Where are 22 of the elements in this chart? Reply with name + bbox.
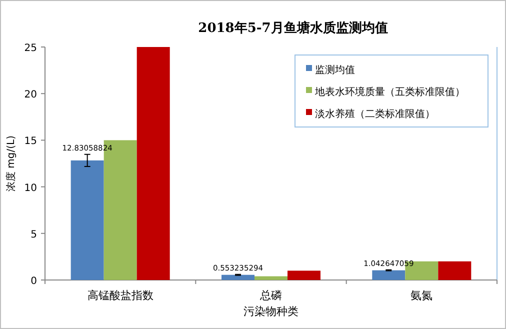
legend-label: 监测均值: [315, 64, 355, 76]
y-tick-label: 20: [24, 90, 37, 101]
bar: [136, 47, 170, 280]
bar: [222, 274, 254, 280]
bar: [372, 270, 406, 280]
chart-title: 2018年5-7月鱼塘水质监测均值: [198, 20, 388, 36]
bar: [70, 160, 104, 280]
y-tick-label: 15: [24, 136, 37, 148]
legend-label: 地表水环境质量（五类标准限值）: [314, 86, 465, 98]
bar: [438, 261, 472, 280]
bar: [254, 276, 288, 280]
x-tick-label: 高锰酸盐指数: [87, 289, 154, 302]
y-tick-label: 25: [24, 43, 37, 54]
x-axis-title: 污染物种类: [244, 305, 298, 318]
legend-label: 淡水养殖（二类标准限值）: [315, 108, 435, 120]
bar: [288, 270, 320, 280]
x-tick-label: 氨氮: [410, 289, 433, 302]
y-tick-label: 0: [30, 276, 37, 287]
x-tick-label: 总磷: [259, 289, 282, 302]
y-axis-title: 浓度 mg/(L): [5, 135, 17, 192]
y-tick-label: 10: [24, 182, 37, 194]
y-tick-label: 5: [30, 229, 37, 240]
